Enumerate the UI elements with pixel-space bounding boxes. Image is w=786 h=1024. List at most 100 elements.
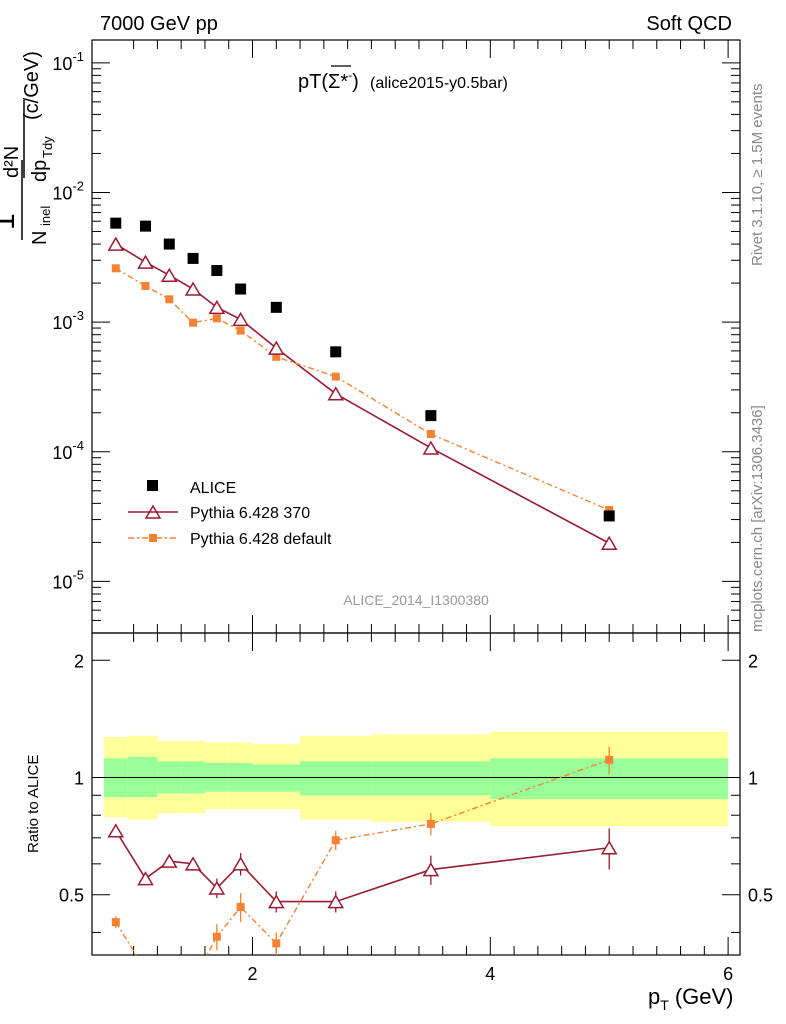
data-point	[425, 410, 437, 422]
title-main: pT(Σ*	[298, 71, 348, 93]
mc2-point	[426, 430, 435, 439]
mc2-point	[189, 318, 198, 327]
data-point	[211, 265, 223, 277]
main-ytick-label: 10-4	[52, 438, 84, 463]
band-inner-bin	[371, 761, 491, 796]
ratio-mc2-point	[426, 819, 435, 828]
xtick-label: 4	[485, 964, 495, 984]
band-inner-bin	[300, 761, 372, 796]
ylabel-d2n: d²N	[1, 146, 23, 178]
xtick-label: 6	[723, 964, 733, 984]
main-series	[107, 217, 618, 550]
mc2-point	[111, 264, 120, 273]
data-point	[140, 220, 152, 232]
mc2-point	[165, 295, 174, 304]
data-point	[110, 217, 122, 229]
ratio-mc2-point	[272, 939, 281, 948]
ratio-ylabel: Ratio to ALICE	[25, 755, 42, 853]
title-tag: (alice2015-y0.5bar)	[370, 75, 508, 92]
ratio-mc2-point	[212, 932, 221, 941]
ratio-frame	[91, 632, 741, 956]
mc1-point	[327, 386, 345, 401]
mc2-point	[331, 372, 340, 381]
mc1-point	[600, 535, 618, 550]
ratio-mc2-point	[331, 836, 340, 845]
title-close: )	[352, 71, 359, 93]
xtick-label: 2	[248, 964, 258, 984]
axes: 10-5 10-4 10-3 10-2 10-1 2 4 6 0.5 0.5 1 1 2 2	[52, 39, 773, 984]
ratio-ytick-label-right: 1	[748, 768, 758, 788]
main-ylabel: 1 N inel d²N dp Tdy (c/GeV)	[0, 51, 55, 245]
ratio-ytick-label: 0.5	[59, 886, 84, 906]
ylabel-inel-sub: inel	[38, 206, 53, 226]
mc1-point	[137, 254, 154, 269]
ratio-mc1-point	[422, 862, 440, 877]
ratio-mc1-point	[327, 894, 345, 909]
ratio-ytick-label: 2	[74, 651, 84, 671]
ylabel-unit: (c/GeV)	[21, 51, 43, 120]
ratio-mc1-point	[267, 894, 285, 909]
ratio-mc2-point	[165, 972, 173, 980]
legend-data-label: ALICE	[190, 480, 236, 497]
rivet-label: Rivet 3.1.10, ≥ 1.5M events	[749, 84, 766, 267]
ratio-mc1-point	[184, 856, 202, 871]
mc2-point	[141, 281, 150, 290]
band-inner-bin	[252, 764, 301, 792]
mc1-point	[232, 311, 249, 327]
data-point	[163, 238, 175, 250]
ratio-mc1-point	[160, 853, 178, 868]
legend: ALICE Pythia 6.428 370 Pythia 6.428 defa…	[128, 480, 332, 548]
legend-mc1-label: Pythia 6.428 370	[190, 505, 310, 522]
mc2-point	[236, 326, 245, 335]
xlabel-unit: (GeV)	[675, 984, 734, 1009]
legend-mc1-marker	[144, 504, 162, 519]
ratio-ytick-label-right: 2	[748, 651, 758, 671]
mc1-point	[184, 281, 202, 296]
ratio-uncertainty-bands	[92, 731, 740, 827]
ratio-mc2-point	[605, 755, 614, 764]
analysis-id: ALICE_2014_I1300380	[343, 592, 489, 608]
title-sup: -	[348, 68, 352, 82]
main-ytick-label: 10-1	[52, 49, 84, 74]
xlabel-main: p	[648, 984, 660, 1009]
mc2-line	[115, 267, 610, 511]
ratio-mc1-point	[137, 871, 154, 886]
header-process: Soft QCD	[646, 13, 732, 35]
ratio-ytick-label-right: 0.5	[748, 886, 773, 906]
plot-title: pT(Σ*-) (alice2015-y0.5bar)	[298, 65, 508, 93]
ratio-mc2-point	[236, 902, 245, 911]
ratio-mc1-point	[107, 823, 125, 838]
ratio-mc1-point	[232, 856, 249, 871]
data-point	[603, 510, 615, 522]
mc1-line	[115, 243, 610, 544]
ratio-mc2-point	[111, 918, 120, 927]
ratio-mc2-point	[189, 977, 197, 985]
legend-data-marker	[147, 480, 158, 491]
ratio-ytick-label: 1	[74, 768, 84, 788]
mc2-point	[272, 352, 281, 361]
mc1-point	[422, 440, 440, 455]
xlabel: pT (GeV)	[648, 984, 734, 1013]
data-point	[330, 346, 342, 358]
ylabel-one: 1	[0, 213, 21, 230]
ylabel-ninel: N	[29, 231, 51, 245]
ratio-mc2-line	[115, 759, 610, 955]
xlabel-sub: T	[660, 997, 669, 1013]
ratio-mc1-line	[115, 830, 610, 903]
main-ytick-label: 10-5	[52, 567, 84, 592]
mcplots-label: mcplots.cern.ch [arXiv:1306.3436]	[749, 405, 766, 632]
svg-text:pT(Σ*-): pT(Σ*-)	[298, 68, 359, 93]
mc1-point	[267, 340, 285, 355]
main-ytick-label: 10-3	[52, 308, 84, 333]
mc1-point	[107, 236, 125, 251]
mc2-point	[212, 314, 221, 323]
header-energy: 7000 GeV pp	[100, 13, 218, 35]
ylabel-tdy-sub: Tdy	[40, 136, 55, 158]
ratio-mc1-point	[600, 840, 618, 855]
legend-mc2-label: Pythia 6.428 default	[190, 531, 332, 548]
data-point	[235, 283, 247, 295]
ratio-mc1-point	[208, 880, 226, 895]
ratio-plot-area	[107, 746, 618, 985]
mc1-point	[208, 299, 226, 315]
